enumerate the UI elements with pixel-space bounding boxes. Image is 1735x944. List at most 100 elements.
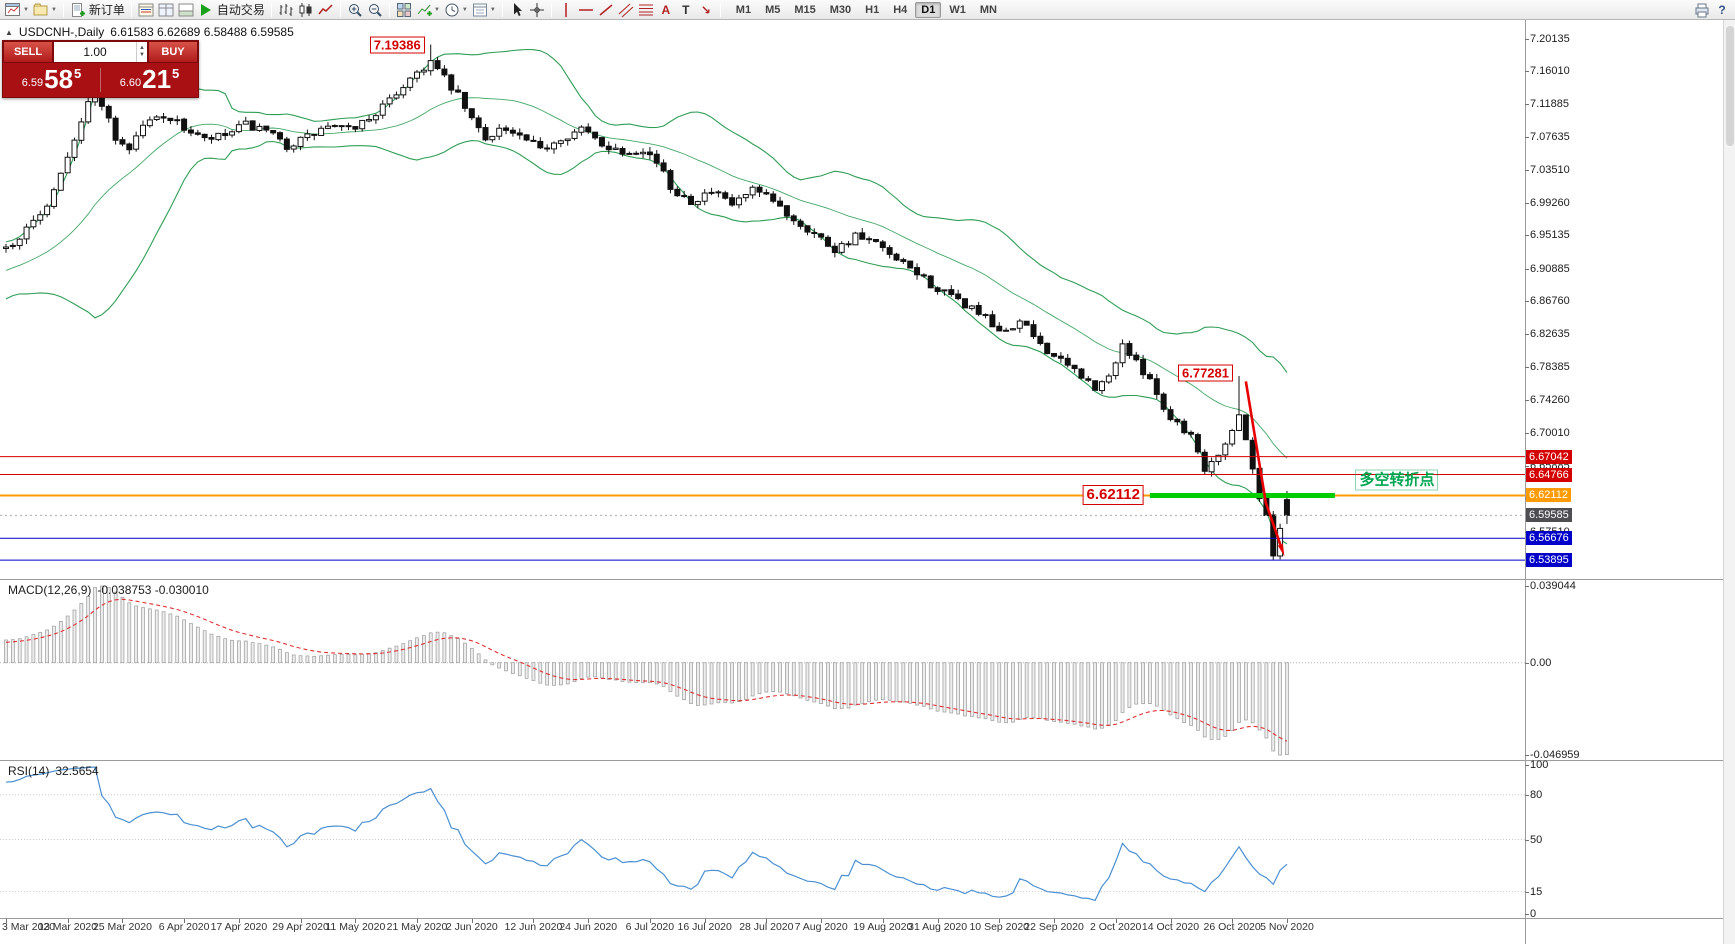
volume-value[interactable]: 1.00 bbox=[83, 45, 107, 59]
pivot-text-label[interactable]: 多空转折点 bbox=[1355, 469, 1439, 491]
sell-button[interactable]: SELL bbox=[3, 41, 53, 63]
toolbar-separator bbox=[62, 2, 64, 17]
timeframe-W1[interactable]: W1 bbox=[949, 3, 966, 16]
timeframe-switcher: M1 M5 M15 M30 H1 H4 D1 W1 MN bbox=[729, 1, 1004, 18]
terminal-window-button[interactable] bbox=[176, 1, 196, 19]
arrows-tool-button[interactable]: ↘ bbox=[696, 1, 716, 19]
date-tick-mark bbox=[937, 919, 939, 923]
date-tick-mark bbox=[67, 919, 69, 923]
periods-dropdown-icon[interactable]: ▼ bbox=[461, 6, 468, 13]
sell-price[interactable]: 6.59 58 5 bbox=[3, 66, 100, 95]
date-tick-mark bbox=[122, 919, 124, 923]
price-tick-label: 6.61760 bbox=[1530, 492, 1570, 505]
buy-price-sup: 5 bbox=[172, 65, 180, 81]
date-tick-mark bbox=[649, 919, 651, 923]
price-line-badge-6.56676: 6.56676 bbox=[1526, 531, 1572, 546]
bar-chart-mode-button[interactable] bbox=[276, 1, 296, 19]
market-watch-button[interactable] bbox=[136, 1, 156, 19]
templates-button[interactable]: ▼ bbox=[470, 1, 498, 19]
line-chart-mode-button[interactable] bbox=[316, 1, 336, 19]
price-tick-label: 6.95135 bbox=[1530, 229, 1570, 242]
one-click-trading-panel: SELL 1.00 ▲ ▼ BUY 6.59 58 5 6.60 21 5 bbox=[2, 40, 199, 98]
price-tick-label: 6.86760 bbox=[1530, 295, 1570, 308]
chart-ohlc: 6.61583 6.62689 6.58488 6.59585 bbox=[110, 25, 294, 39]
zoom-out-button[interactable] bbox=[365, 1, 385, 19]
one-click-collapse-icon[interactable]: ▲ bbox=[5, 27, 13, 37]
price-tick-label: 6.57510 bbox=[1530, 525, 1570, 538]
volume-up-icon[interactable]: ▲ bbox=[139, 45, 145, 51]
timeframe-M5[interactable]: M5 bbox=[765, 3, 781, 16]
date-tick-mark bbox=[6, 919, 7, 923]
volume-input[interactable]: 1.00 ▲ ▼ bbox=[53, 41, 148, 63]
templates-dropdown-icon[interactable]: ▼ bbox=[489, 6, 496, 13]
help-button[interactable]: ? bbox=[1712, 1, 1732, 19]
indicators-list-dropdown-icon[interactable]: ▼ bbox=[433, 6, 440, 13]
panel-splitter-macd[interactable] bbox=[0, 579, 1723, 580]
help-icon: ? bbox=[1718, 2, 1726, 17]
timeframe-MN[interactable]: MN bbox=[979, 3, 997, 16]
zoom-in-button[interactable] bbox=[345, 1, 365, 19]
text-tool-button[interactable]: A bbox=[656, 1, 676, 19]
horizontal-line-tool-button[interactable] bbox=[576, 1, 596, 19]
channel-tool-button[interactable] bbox=[616, 1, 636, 19]
panel-splitter-rsi[interactable] bbox=[0, 760, 1723, 761]
price-annotation-high-6-77281[interactable]: 6.77281 bbox=[1178, 364, 1233, 382]
label-tool-button[interactable]: T bbox=[676, 1, 696, 19]
date-axis-label: 31 Aug 2020 bbox=[908, 921, 968, 933]
tile-windows-button[interactable] bbox=[394, 1, 414, 19]
timeframe-M1[interactable]: M1 bbox=[735, 3, 752, 16]
new-chart-dropdown-icon[interactable]: ▼ bbox=[23, 6, 29, 13]
macd-chart[interactable] bbox=[0, 580, 1525, 760]
toolbar-separator bbox=[339, 2, 341, 17]
timeframe-D1[interactable]: D1 bbox=[915, 1, 942, 18]
scrollbar-thumb[interactable] bbox=[1726, 26, 1734, 146]
date-axis-label: 22 Sep 2020 bbox=[1024, 921, 1084, 933]
price-annotation-high-7-19386[interactable]: 7.19386 bbox=[369, 36, 425, 54]
date-tick-mark bbox=[704, 919, 706, 923]
data-window-button[interactable] bbox=[156, 1, 176, 19]
sell-price-big: 58 bbox=[44, 63, 74, 94]
candle-chart-mode-button[interactable] bbox=[296, 1, 316, 19]
sell-price-prefix: 6.59 bbox=[21, 76, 44, 89]
chart-profiles-button[interactable]: ▼ bbox=[31, 1, 59, 19]
auto-trading-button[interactable]: 自动交易 bbox=[196, 1, 267, 19]
price-tick-label: 7.03510 bbox=[1530, 163, 1570, 176]
date-axis-label: 28 Jul 2020 bbox=[739, 921, 794, 933]
new-order-button[interactable]: 新订单 bbox=[68, 1, 127, 19]
indicators-list-button[interactable]: ▼ bbox=[414, 1, 442, 19]
volume-spinner[interactable]: ▲ ▼ bbox=[136, 42, 147, 62]
rsi-value: 32.5654 bbox=[55, 764, 99, 778]
price-line-badge-6.53895: 6.53895 bbox=[1526, 553, 1572, 568]
timeframe-H4[interactable]: H4 bbox=[893, 3, 908, 16]
date-tick-mark bbox=[588, 919, 590, 923]
fibonacci-tool-icon bbox=[638, 2, 654, 18]
timeframe-H1[interactable]: H1 bbox=[865, 3, 880, 16]
volume-down-icon[interactable]: ▼ bbox=[139, 52, 145, 58]
auto-trading-icon bbox=[198, 2, 214, 18]
price-annotation-pivot-6-62112[interactable]: 6.62112 bbox=[1082, 485, 1144, 506]
date-tick-mark bbox=[882, 919, 884, 923]
vertical-line-tool-button[interactable] bbox=[556, 1, 576, 19]
buy-button[interactable]: BUY bbox=[148, 41, 198, 63]
crosshair-tool-button[interactable] bbox=[527, 1, 547, 19]
timeframe-M15[interactable]: M15 bbox=[794, 3, 816, 16]
trendline-tool-button[interactable] bbox=[596, 1, 616, 19]
fibonacci-tool-button[interactable] bbox=[636, 1, 656, 19]
chart-profiles-dropdown-icon[interactable]: ▼ bbox=[50, 6, 57, 13]
cursor-tool-button[interactable] bbox=[507, 1, 527, 19]
vertical-scrollbar[interactable] bbox=[1723, 20, 1735, 944]
price-chart[interactable] bbox=[0, 20, 1525, 579]
print-button[interactable] bbox=[1692, 1, 1712, 19]
buy-price[interactable]: 6.60 21 5 bbox=[101, 66, 198, 95]
new-order-label: 新订单 bbox=[88, 3, 125, 17]
timeframe-M30[interactable]: M30 bbox=[829, 3, 852, 16]
rsi-scale-label: 50 bbox=[1530, 833, 1543, 846]
price-tick-label: 7.11885 bbox=[1530, 97, 1569, 110]
rsi-chart[interactable] bbox=[0, 761, 1525, 918]
new-chart-button[interactable]: ▼ bbox=[3, 1, 31, 19]
periods-button[interactable]: ▼ bbox=[442, 1, 470, 19]
toolbar-separator bbox=[270, 2, 272, 17]
market-watch-icon bbox=[138, 2, 154, 18]
buy-price-prefix: 6.60 bbox=[119, 76, 142, 89]
price-tick-label: 7.16010 bbox=[1530, 65, 1570, 78]
